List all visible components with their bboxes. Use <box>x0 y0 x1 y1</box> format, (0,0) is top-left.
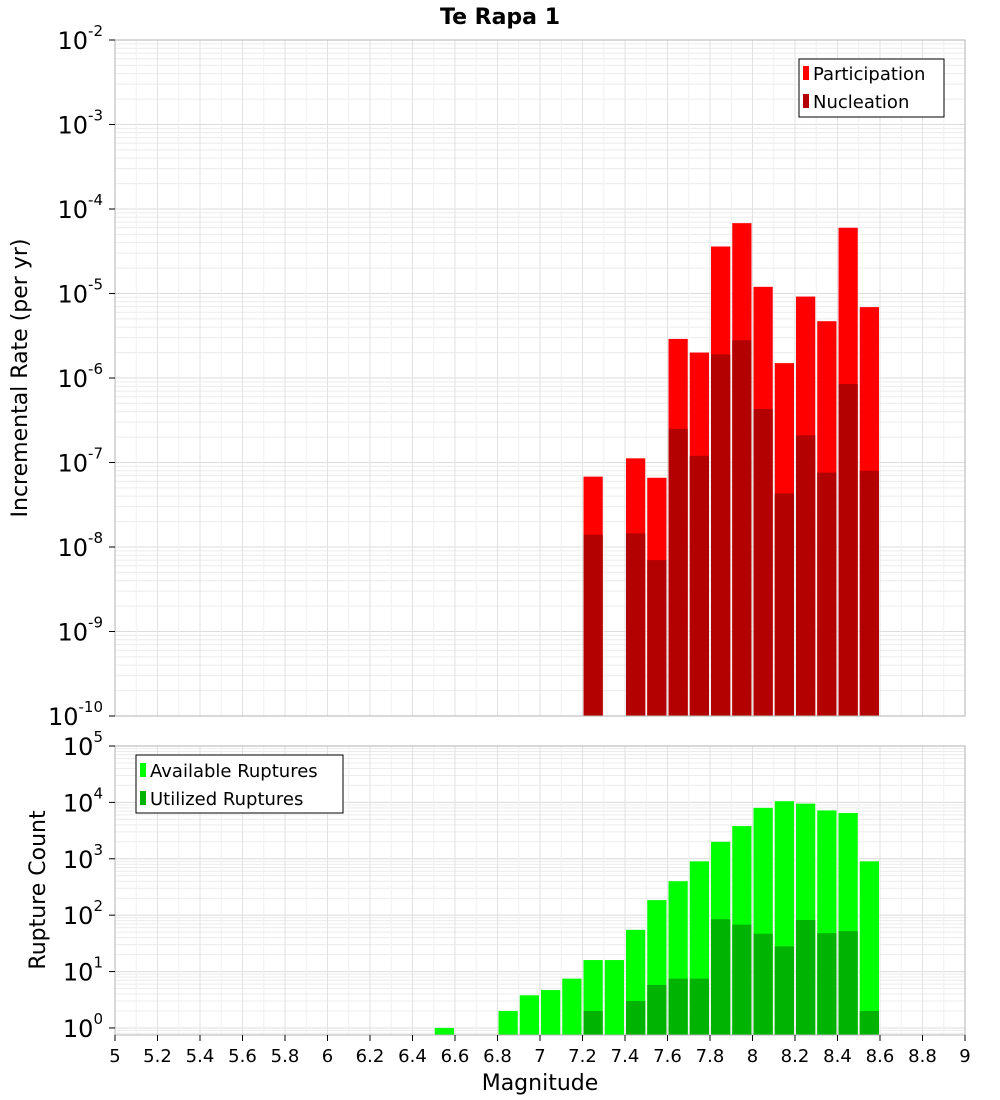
available-ruptures-bar <box>562 978 582 1035</box>
x-tick-label: 6.8 <box>483 1046 512 1067</box>
y-tick-label: 103 <box>63 841 103 874</box>
y-tick-label: 10-8 <box>57 529 103 562</box>
x-tick-label: 6.4 <box>398 1046 427 1067</box>
x-tick-label: 8.8 <box>908 1046 937 1067</box>
rate-y-axis-label: Incremental Rate (per yr) <box>8 239 33 518</box>
available-ruptures-bar <box>498 1010 518 1035</box>
y-tick-label: 10-2 <box>57 22 103 55</box>
available-ruptures-bar <box>434 1027 454 1035</box>
y-tick-label: 105 <box>63 728 103 761</box>
utilized-ruptures-bar <box>711 919 731 1035</box>
nucleation-bar <box>817 472 837 716</box>
utilized-legend-swatch <box>140 791 146 805</box>
rate-legend: Participation Nucleation <box>798 58 945 118</box>
utilized-ruptures-bar <box>647 984 667 1035</box>
nucleation-bar <box>647 560 667 716</box>
rate-grid <box>114 40 966 717</box>
nucleation-bar <box>753 408 773 716</box>
x-tick-label: 5 <box>109 1046 120 1067</box>
y-tick-label: 10-3 <box>57 107 103 140</box>
nucleation-bar <box>732 340 752 716</box>
x-tick-label: 7.8 <box>696 1046 725 1067</box>
x-tick-label: 6.6 <box>441 1046 470 1067</box>
utilized-ruptures-bar <box>753 933 773 1035</box>
nucleation-bar <box>583 534 603 716</box>
x-tick-label: 7.2 <box>568 1046 597 1067</box>
utilized-ruptures-bar <box>817 933 837 1035</box>
rate-y-ticks: 10-10 10-9 10-8 10-7 10-6 10-5 10-4 10-3 10-2 <box>48 22 115 731</box>
count-bars <box>434 801 879 1035</box>
nucleation-legend-label: Nucleation <box>813 92 909 113</box>
chart-title: Te Rapa 1 <box>440 5 560 30</box>
x-tick-label: 7.6 <box>653 1046 682 1067</box>
utilized-legend-label: Utilized Ruptures <box>150 789 303 810</box>
nucleation-bar <box>859 470 879 716</box>
nucleation-bar <box>838 383 858 716</box>
rate-panel: 10-10 10-9 10-8 10-7 10-6 10-5 10-4 10-3 10-2 In… <box>8 22 966 731</box>
utilized-ruptures-bar <box>859 1010 879 1035</box>
available-ruptures-bar <box>519 995 539 1035</box>
count-y-axis-label: Rupture Count <box>26 810 51 970</box>
utilized-ruptures-bar <box>583 1010 603 1035</box>
x-tick-label: 8.2 <box>781 1046 810 1067</box>
utilized-ruptures-bar <box>796 920 816 1035</box>
x-tick-label: 5.6 <box>228 1046 257 1067</box>
available-legend-label: Available Ruptures <box>150 761 318 782</box>
x-tick-label: 7.4 <box>611 1046 640 1067</box>
x-tick-label: 5.4 <box>186 1046 215 1067</box>
x-tick-label: 6 <box>322 1046 333 1067</box>
y-tick-label: 102 <box>63 897 103 930</box>
available-legend-swatch <box>140 763 146 777</box>
y-tick-label: 10-9 <box>57 614 103 647</box>
y-tick-label: 10-7 <box>57 445 103 478</box>
participation-legend-label: Participation <box>813 64 925 85</box>
utilized-ruptures-bar <box>774 946 794 1035</box>
y-tick-label: 104 <box>63 784 103 817</box>
x-tick-label: 9 <box>959 1046 970 1067</box>
y-tick-label: 10-5 <box>57 276 103 309</box>
count-panel: 100 101 102 103 104 105 5 5.2 5.4 5.6 5.8 6 6.2 6.4 6… <box>26 728 971 1096</box>
utilized-ruptures-bar <box>668 978 688 1035</box>
utilized-ruptures-bar <box>689 978 709 1035</box>
participation-legend-swatch <box>803 66 809 80</box>
nucleation-bar <box>796 435 816 716</box>
x-tick-label: 8.4 <box>823 1046 852 1067</box>
nucleation-bar <box>689 455 709 716</box>
nucleation-bar <box>626 533 646 716</box>
nucleation-legend-swatch <box>803 94 809 108</box>
rate-legend-box <box>798 58 945 118</box>
nucleation-bar <box>774 493 794 716</box>
utilized-ruptures-bar <box>732 924 752 1035</box>
nucleation-bar <box>668 428 688 716</box>
count-y-ticks: 100 101 102 103 104 105 <box>63 728 115 1043</box>
y-tick-label: 100 <box>63 1010 103 1043</box>
rate-bars <box>583 223 879 717</box>
x-tick-label: 6.2 <box>356 1046 385 1067</box>
x-tick-label: 8 <box>747 1046 758 1067</box>
utilized-ruptures-bar <box>626 1001 646 1035</box>
available-ruptures-bar <box>604 960 624 1035</box>
available-ruptures-bar <box>541 990 561 1035</box>
count-x-ticks: 5 5.2 5.4 5.6 5.8 6 6.2 6.4 6.6 6.8 7 7.2 7.4 7.6 7.8 8… <box>109 1035 971 1067</box>
available-ruptures-bar <box>859 861 879 1035</box>
utilized-ruptures-bar <box>838 931 858 1035</box>
y-tick-label: 10-4 <box>57 191 103 224</box>
count-legend-box <box>135 754 344 814</box>
count-legend: Available Ruptures Utilized Ruptures <box>135 754 344 814</box>
x-tick-label: 5.2 <box>143 1046 172 1067</box>
y-tick-label: 10-6 <box>57 360 103 393</box>
x-axis-label: Magnitude <box>482 1071 599 1096</box>
y-tick-label: 101 <box>63 954 103 987</box>
x-tick-label: 5.8 <box>271 1046 300 1067</box>
x-tick-label: 8.6 <box>866 1046 895 1067</box>
nucleation-bar <box>711 354 731 716</box>
x-tick-label: 7 <box>534 1046 545 1067</box>
y-tick-label: 10-10 <box>48 698 103 731</box>
